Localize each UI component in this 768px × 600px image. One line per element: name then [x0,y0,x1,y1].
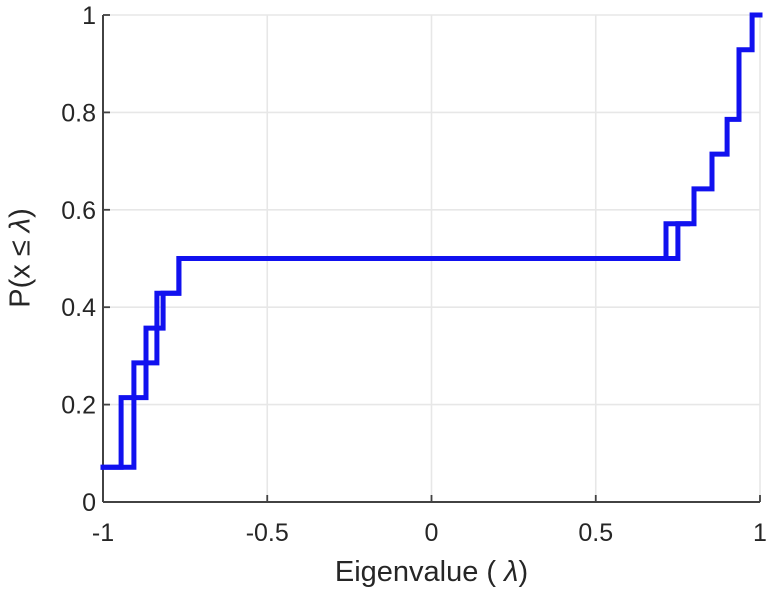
y-tick-label: 0 [82,489,96,517]
ecdf-curves [100,12,763,470]
x-axis-label-close: ) [518,556,529,588]
y-tick-label: 0.8 [61,99,96,127]
y-axis-label-text: P(x ≤ [4,232,37,308]
tick-labels: -1 -0.5 0 0.5 1 0 0.2 0.4 0.6 0.8 1 [61,2,767,547]
x-axis-label: Eigenvalue ( λ) [103,556,760,589]
y-tick-label: 0.4 [61,294,96,322]
x-axis-label-text: Eigenvalue ( [334,556,505,588]
x-tick-label: 0.5 [578,519,613,547]
eigenvalue-ecdf-overlay [100,221,691,470]
x-tick-label: 0 [425,519,439,547]
lambda-symbol: λ [504,556,519,588]
x-tick-label: -1 [92,519,114,547]
x-tick-label: 1 [753,519,767,547]
y-axis-label: P(x ≤ λ) [5,208,38,307]
gridlines [103,14,761,502]
y-axis-label-close: ) [4,208,37,218]
tick-marks [102,14,761,503]
x-tick-label: -0.5 [246,519,289,547]
y-tick-label: 0.2 [61,392,96,420]
y-tick-label: 0.6 [61,197,96,225]
lambda-symbol: λ [4,217,37,233]
y-tick-label: 1 [82,2,96,30]
